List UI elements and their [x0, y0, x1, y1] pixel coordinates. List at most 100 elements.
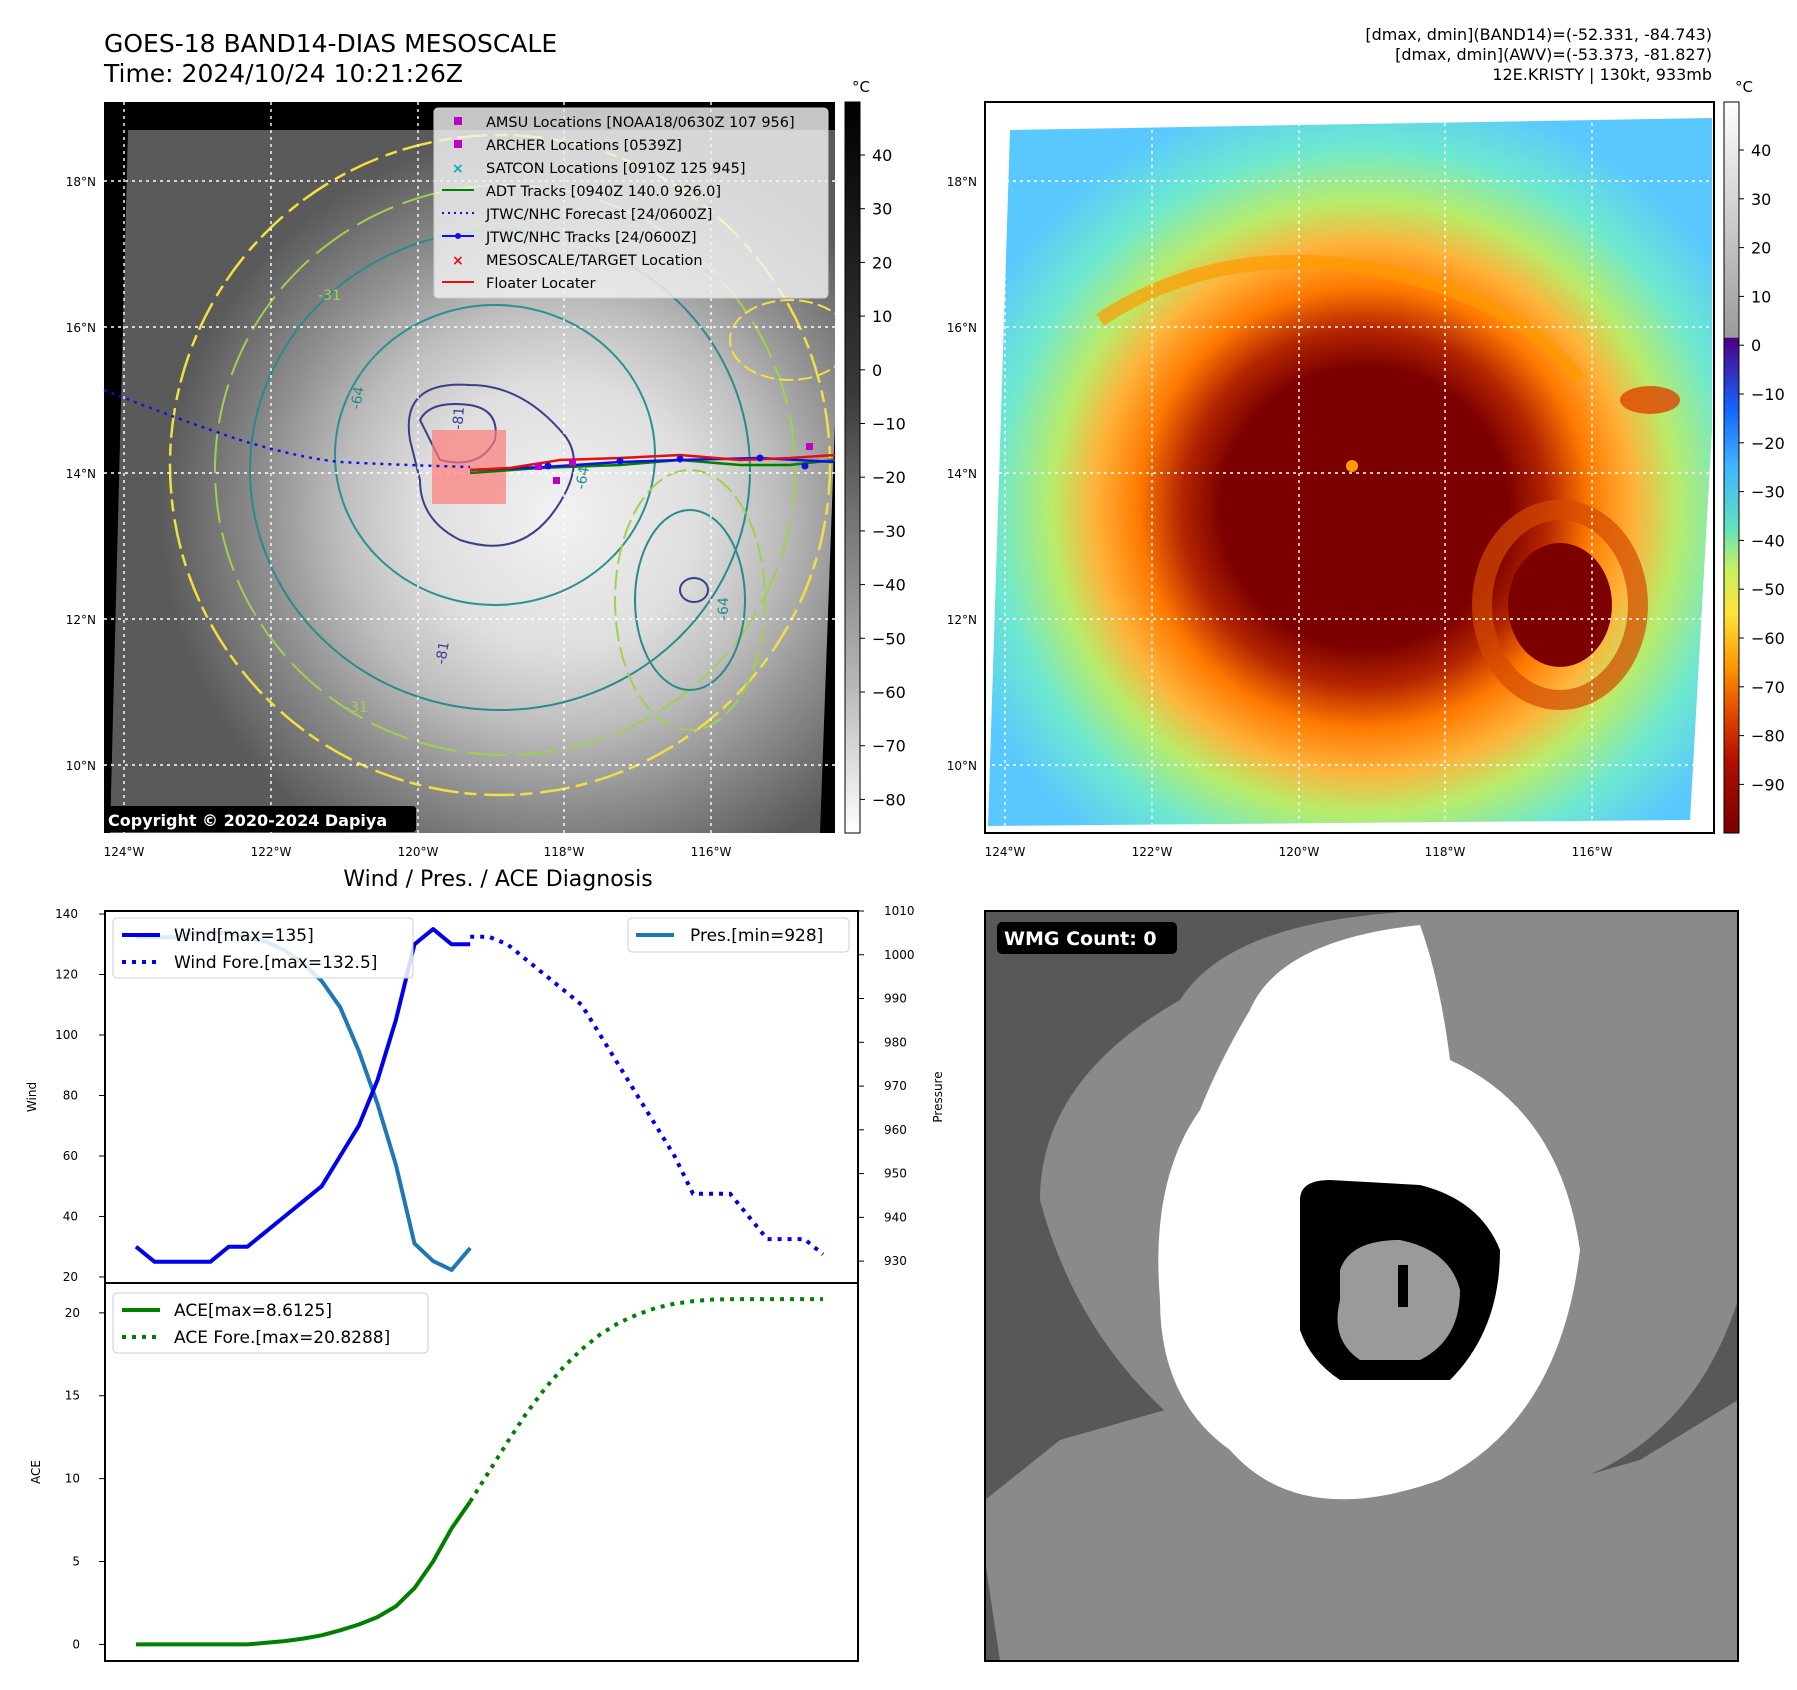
ace-legend-box	[112, 1292, 429, 1354]
pressure-tick-label: 980	[884, 1035, 907, 1049]
lon-tick: 124°W	[104, 845, 145, 859]
colorbar-tick-label: 40	[872, 146, 892, 165]
legend-dot-jtwc	[455, 233, 461, 239]
colorbar-tick-label: −30	[1751, 483, 1785, 502]
wmg-panel: WMG Count: 0	[984, 910, 1739, 1662]
colorbar-tick-label: −70	[1751, 678, 1785, 697]
lat-tick: 18°N	[947, 175, 977, 189]
contour-label: -31	[318, 288, 341, 304]
colorbar-tick-label: −10	[872, 415, 906, 434]
stats-line-1: [dmax, dmin](BAND14)=(-52.331, -84.743)	[1365, 25, 1712, 44]
colorbar-tick-label: 30	[872, 200, 892, 219]
pressure-tick-label: 1010	[884, 904, 915, 918]
lat-tick: 10°N	[66, 759, 96, 773]
legend-ace: ACE[max=8.6125]	[174, 1301, 332, 1321]
pressure-ylabel: Pressure	[931, 1071, 945, 1122]
colorbar-tick-label: −10	[1751, 385, 1785, 404]
lat-tick: 14°N	[66, 467, 96, 481]
stats-line-2: [dmax, dmin](AWV)=(-53.373, -81.827)	[1395, 45, 1712, 64]
wmg-count-label: WMG Count: 0	[1004, 928, 1157, 950]
legend-item: JTWC/NHC Forecast [24/0600Z]	[485, 207, 712, 223]
colorbar-tick-label: −50	[872, 629, 906, 648]
ace-plot-area	[136, 1297, 823, 1647]
colorbar-gray-unit: °C	[852, 78, 870, 96]
wmg-gray-region	[985, 1400, 1738, 1661]
pressure-tick-label: 950	[884, 1167, 907, 1181]
colorbar-tick-label: 40	[1751, 141, 1771, 160]
lat-tick: 12°N	[947, 613, 977, 627]
ace-series-line	[136, 1500, 472, 1647]
lon-tick: 124°W	[985, 845, 1026, 859]
contour-label: -64	[716, 597, 732, 620]
lon-tick: 116°W	[691, 845, 732, 859]
ir-color-features	[1096, 254, 1680, 710]
map2-gridlines	[985, 102, 1714, 833]
wind-legend-box	[112, 917, 414, 979]
wind-tick-label: 140	[55, 907, 78, 921]
legend-item: ARCHER Locations [0539Z]	[486, 138, 682, 154]
wmg-border	[984, 910, 1739, 1662]
map-legend: AMSU Locations [NOAA18/0630Z 107 956] AR…	[433, 107, 829, 299]
legend-item: ADT Tracks [0940Z 140.0 926.0]	[486, 184, 721, 200]
colorbar-tick-label: −20	[872, 468, 906, 487]
amsu-archer-points	[535, 443, 813, 484]
wind-series-line	[134, 927, 471, 1264]
colorbar-gray: °C 40 30 20 10 0 −10 −20 −30 −40 −50 −60 −70 −80	[844, 78, 906, 834]
map-title-line1: GOES-18 BAND14-DIAS MESOSCALE	[104, 29, 557, 58]
lat-tick: 16°N	[66, 321, 96, 335]
map-title-line2: Time: 2024/10/24 10:21:26Z	[103, 59, 463, 88]
legend-marker-amsu	[454, 117, 462, 125]
colorbar-tick-label: −40	[872, 576, 906, 595]
contour-label: -64	[348, 385, 368, 410]
jtwc-track-points	[544, 454, 809, 470]
colorbar-gray-ticks: 40 30 20 10 0 −10 −20 −30 −40 −50 −60 −70 −80	[860, 146, 906, 809]
wind-ylabel: Wind	[25, 1082, 39, 1112]
colorbar-tick-label: 10	[1751, 287, 1771, 306]
colorbar-tick-label: −60	[872, 683, 906, 702]
colorbar-tick-label: 20	[872, 253, 892, 272]
lat-tick: 16°N	[947, 321, 977, 335]
legend-item: MESOSCALE/TARGET Location	[486, 253, 703, 269]
floater-locater-track	[469, 453, 836, 472]
colorbar-tick-label: −50	[1751, 580, 1785, 599]
colorbar-tick-label: 0	[872, 361, 882, 380]
map1-gridlines	[104, 102, 835, 833]
colorbar-gray-gradient	[844, 101, 861, 834]
colorbar-tick-label: −30	[872, 522, 906, 541]
wind-tick-label: 60	[63, 1149, 78, 1163]
colorbar-tick-label: 10	[872, 307, 892, 326]
ace-tick-label: 10	[65, 1472, 80, 1486]
colorbar-color-unit: °C	[1735, 78, 1753, 96]
contour-label: -64	[573, 465, 593, 490]
contour-label: -31	[345, 700, 368, 716]
stats-line-3: 12E.KRISTY | 130kt, 933mb	[1492, 65, 1712, 84]
ace-tick-label: 5	[72, 1555, 80, 1569]
wmg-label-box	[997, 922, 1177, 954]
colorbar-color: °C 40 30 20 10 0 −10 −20 −30 −40 −50 −60 −70 −80 −90	[1723, 78, 1785, 834]
contour-label: -81	[433, 640, 453, 665]
legend-item: AMSU Locations [NOAA18/0630Z 107 956]	[486, 115, 795, 131]
wmg-eye-marker	[1398, 1265, 1408, 1307]
lat-tick: 12°N	[66, 613, 96, 627]
diagnosis-title: Wind / Pres. / ACE Diagnosis	[343, 867, 652, 892]
colorbar-color-ticks: 40 30 20 10 0 −10 −20 −30 −40 −50 −60 −70 −80 −90	[1739, 141, 1785, 794]
ace-ticks: 20 15 10 5 0	[65, 1306, 105, 1651]
lat-tick: 18°N	[66, 175, 96, 189]
pressure-legend-box	[627, 917, 850, 953]
ir-color-map: 18°N 16°N 14°N 12°N 10°N 124°W 122°W 120…	[947, 101, 1715, 859]
legend-wind: Wind[max=135]	[174, 926, 314, 946]
ir-color-imagery	[988, 118, 1712, 826]
legend-pres: Pres.[min=928]	[690, 926, 823, 946]
ir-gray-map: -64 -31 -81 -64 -31 -64 -81	[66, 102, 836, 859]
wind-tick-label: 100	[55, 1028, 78, 1042]
colorbar-tick-label: −90	[1751, 775, 1785, 794]
colorbar-tick-label: 0	[1751, 336, 1761, 355]
lat-tick: 10°N	[947, 759, 977, 773]
lat-tick: 14°N	[947, 467, 977, 481]
wind-tick-label: 40	[63, 1209, 78, 1223]
colorbar-tick-label: −20	[1751, 434, 1785, 453]
contour-label: -81	[450, 406, 468, 430]
colorbar-color-gradient	[1723, 101, 1740, 834]
wind-tick-label: 20	[63, 1270, 78, 1284]
legend-item: Floater Locater	[486, 276, 595, 292]
